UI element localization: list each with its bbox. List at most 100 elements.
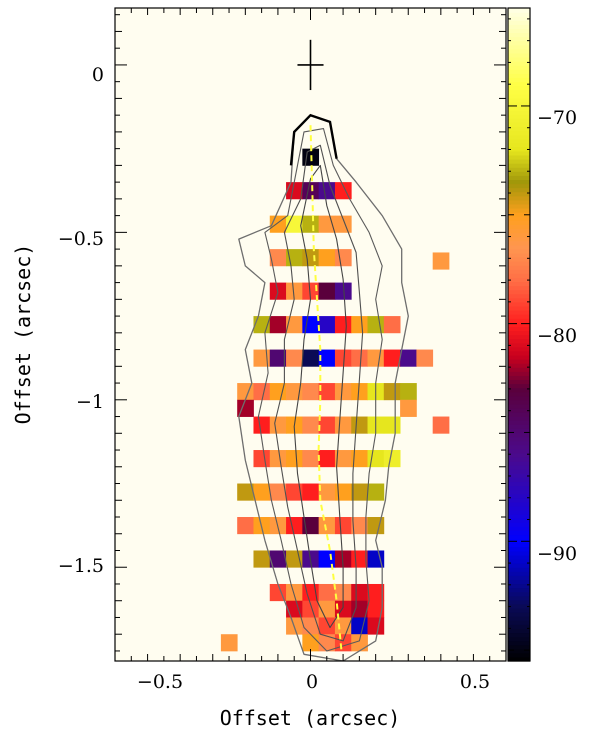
- contour-line: [274, 144, 364, 642]
- heatmap-cell: [351, 583, 368, 602]
- heatmap-cell: [318, 450, 336, 468]
- colorbar-slice: [508, 171, 530, 176]
- colorbar-slice: [508, 444, 530, 450]
- heatmap-cell: [302, 182, 320, 200]
- heatmap-cell: [334, 550, 352, 568]
- heatmap-cell: [432, 252, 450, 270]
- colorbar-slice: [508, 526, 530, 531]
- heatmap-cell: [318, 349, 336, 367]
- colorbar-slice: [508, 52, 530, 58]
- heatmap-cell: [253, 483, 271, 501]
- colorbar-frame: [507, 7, 531, 662]
- colorbar-slice: [508, 518, 530, 523]
- colorbar-slice: [508, 575, 530, 580]
- colorbar-slice: [508, 61, 530, 66]
- colorbar-slice: [508, 73, 530, 78]
- colorbar-slice: [508, 12, 530, 17]
- colorbar-slice: [508, 69, 530, 74]
- colorbar-slice: [508, 81, 530, 87]
- heatmap-cell: [334, 282, 352, 300]
- heatmap-cell: [334, 383, 352, 401]
- colorbar-slice: [508, 305, 530, 311]
- colorbar-slice: [508, 350, 530, 356]
- heatmap-cell: [286, 600, 303, 618]
- colorbar-slice: [508, 452, 530, 458]
- colorbar-slice: [508, 322, 530, 327]
- colorbar-slice: [508, 191, 530, 197]
- colorbar-slice: [508, 330, 530, 336]
- heatmap-cell: [318, 583, 336, 602]
- colorbar-slice: [508, 126, 530, 132]
- colorbar-slice: [508, 571, 530, 576]
- heatmap-cell: [253, 450, 271, 468]
- colorbar-slice: [508, 232, 530, 238]
- heatmap-cell: [351, 517, 368, 535]
- colorbar-slice: [508, 130, 530, 136]
- heatmap-cell: [269, 316, 287, 334]
- y-tick-label-0: 0: [92, 64, 104, 86]
- colorbar-slice: [508, 40, 530, 46]
- heatmap-cell: [383, 416, 401, 434]
- y-tick-label-neg1.5: −1.5: [58, 555, 104, 577]
- colorbar-slice: [508, 628, 530, 634]
- colorbar-slice: [508, 652, 530, 658]
- colorbar-slice: [508, 105, 530, 111]
- heatmap-cell: [302, 600, 320, 618]
- colorbar-slice: [508, 273, 530, 278]
- colorbar-slice: [508, 363, 530, 368]
- heatmap-cell: [269, 483, 287, 501]
- heatmap-cell: [302, 316, 320, 334]
- heatmap-cell: [302, 416, 320, 434]
- colorbar-slice: [508, 207, 530, 213]
- heatmap-cell: [318, 416, 336, 434]
- colorbar-slice: [508, 228, 530, 234]
- colorbar-slice: [508, 436, 530, 442]
- colorbar-slice: [508, 387, 530, 393]
- colorbar-slice: [508, 216, 530, 221]
- colorbar-slice: [508, 338, 530, 344]
- colorbar-tick-label-neg70: −70: [537, 107, 577, 129]
- colorbar-slice: [508, 318, 530, 323]
- colorbar-slice: [508, 624, 530, 629]
- colorbar-slice: [508, 420, 530, 425]
- colorbar-slice: [508, 612, 530, 617]
- colorbar-slice: [508, 399, 530, 405]
- heatmap-cell: [367, 550, 385, 568]
- heatmap-cell: [334, 517, 352, 535]
- colorbar-slice: [508, 648, 530, 654]
- colorbar-slice: [508, 448, 530, 454]
- colorbar-slice: [508, 538, 530, 544]
- heatmap-cell: [400, 399, 417, 417]
- colorbar-slice: [508, 371, 530, 376]
- colorbar-slice: [508, 122, 530, 127]
- colorbar-slice: [508, 342, 530, 348]
- heatmap-cell: [302, 215, 320, 233]
- contour-head-rim: [289, 113, 338, 166]
- colorbar-slice: [508, 101, 530, 107]
- heatmap-cell: [269, 416, 287, 434]
- heatmap-cell: [432, 416, 450, 434]
- center-cross-marker: [297, 39, 324, 91]
- heatmap-cell: [334, 215, 352, 233]
- colorbar-slice: [508, 428, 530, 434]
- heatmap-cell: [286, 182, 303, 200]
- heatmap-cell: [334, 349, 352, 367]
- colorbar-tick-label-neg80: −80: [537, 325, 577, 347]
- heatmap-cell: [334, 634, 352, 652]
- heatmap-cell: [334, 316, 352, 334]
- colorbar-slice: [508, 154, 530, 160]
- intensity-contours: [238, 113, 409, 661]
- colorbar-slice: [508, 632, 530, 638]
- colorbar-slice: [508, 244, 530, 250]
- heatmap-cell: [269, 249, 287, 267]
- colorbar-slice: [508, 199, 530, 205]
- colorbar-slice: [508, 167, 530, 172]
- colorbar-slice: [508, 236, 530, 242]
- heatmap-cell: [269, 450, 287, 468]
- colorbar-slice: [508, 261, 530, 266]
- x-tick-label-0.5: 0.5: [460, 671, 490, 693]
- colorbar-slice: [508, 281, 530, 287]
- colorbar-slice: [508, 563, 530, 568]
- heatmap-cell: [400, 383, 417, 401]
- heatmap-cell: [302, 617, 320, 635]
